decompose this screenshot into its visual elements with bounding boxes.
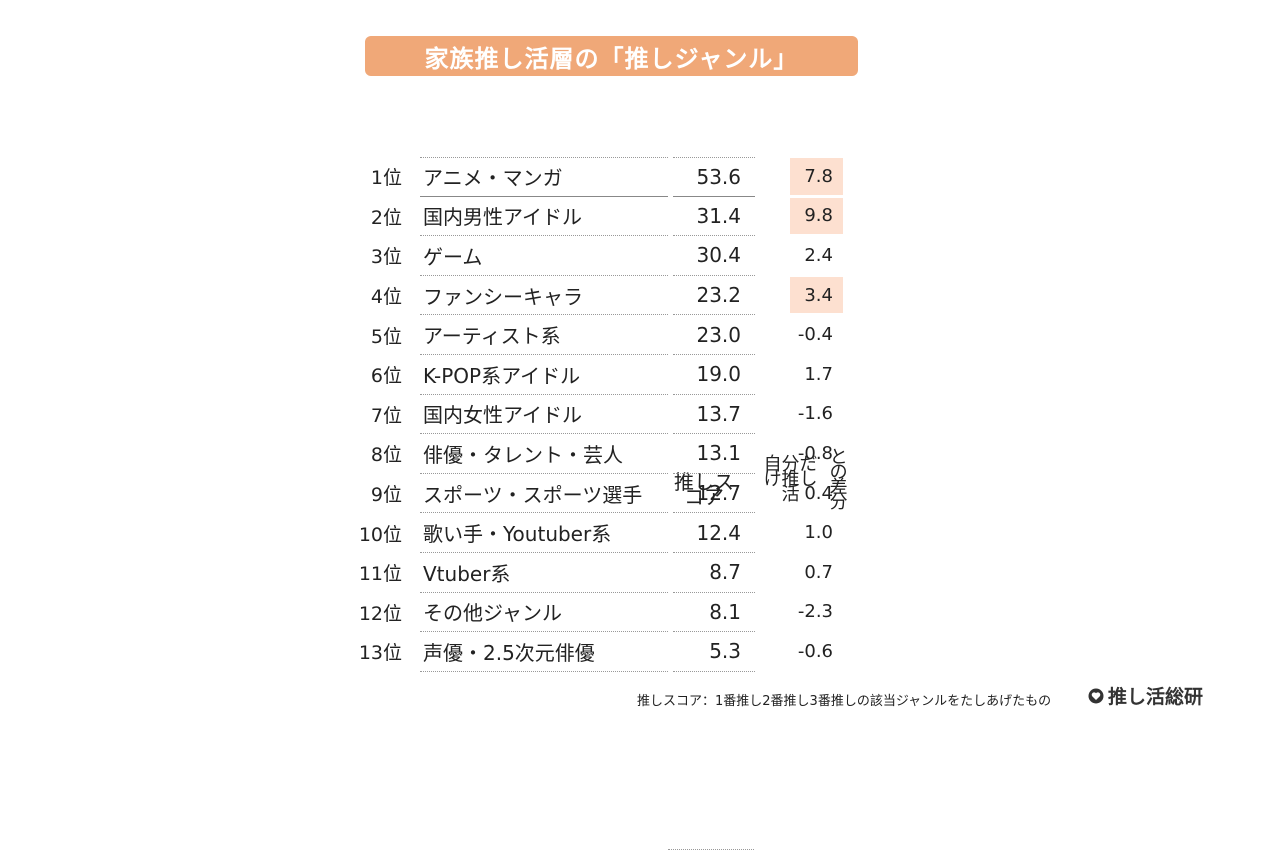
page-title: 家族推し活層の「推しジャンル」 [365,36,858,76]
diff-value: -1.6 [797,403,833,425]
diff-value: 0.4 [804,482,833,504]
rank-label: 7位 [370,404,402,427]
score-value: 23.0 [673,315,755,355]
score-column-header: 推しスコア [668,130,754,850]
diff-value: 9.8 [790,197,843,235]
table-row: 2位 国内男性アイドル 31.4 9.8 [0,197,1280,237]
logo: 推し活総研 [1088,682,1203,709]
score-value: 13.1 [673,434,755,474]
genre-label: アーティスト系 [420,315,668,355]
table-row: 6位 K-POP系アイドル 19.0 1.7 [0,355,1280,395]
diff-value: 7.8 [790,158,843,195]
table-row: 3位 ゲーム 30.4 2.4 [0,236,1280,276]
diff-value: -2.3 [797,601,833,623]
table-row: 9位 スポーツ・スポーツ選手 12.7 0.4 [0,474,1280,514]
table-row: 10位 歌い手・Youtuber系 12.4 1.0 [0,513,1280,553]
score-value: 31.4 [673,197,755,237]
genre-label: ファンシーキャラ [420,276,668,316]
heart-icon [1088,688,1104,703]
rank-label: 2位 [370,206,402,229]
rank-label: 11位 [358,563,402,586]
genre-label: ゲーム [420,236,668,276]
score-value: 53.6 [673,157,755,197]
rank-label: 8位 [370,444,402,467]
diff-value: 2.4 [804,244,833,266]
rank-label: 10位 [358,523,402,546]
rank-label: 1位 [370,167,402,190]
genre-label: 俳優・タレント・芸人 [420,434,668,474]
table-row: 1位 アニメ・マンガ 53.6 7.8 [0,157,1280,197]
rank-label: 4位 [370,286,402,309]
score-value: 12.7 [673,474,755,514]
rank-label: 9位 [370,484,402,507]
score-value: 12.4 [673,513,755,553]
genre-label: K-POP系アイドル [420,355,668,395]
rank-label: 13位 [358,642,402,665]
genre-label: 国内女性アイドル [420,395,668,435]
table-row: 5位 アーティスト系 23.0 -0.4 [0,315,1280,355]
score-value: 5.3 [673,632,755,672]
diff-value: -0.8 [797,442,833,464]
score-value: 30.4 [673,236,755,276]
diff-value: 3.4 [790,276,843,314]
table-row: 12位 その他ジャンル 8.1 -2.3 [0,593,1280,633]
genre-label: 声優・2.5次元俳優 [420,632,668,672]
diff-value: -0.4 [797,324,833,346]
genre-label: 歌い手・Youtuber系 [420,513,668,553]
rank-label: 5位 [370,325,402,348]
diff-value: 1.0 [804,522,833,544]
rank-label: 6位 [370,365,402,388]
diff-column-header: 自分だけ推し活 との差分 [763,446,848,513]
table-row: 8位 俳優・タレント・芸人 13.1 -0.8 [0,434,1280,474]
rank-label: 3位 [370,246,402,269]
score-value: 23.2 [673,276,755,316]
score-value: 19.0 [673,355,755,395]
score-value: 13.7 [673,395,755,435]
table-row: 4位 ファンシーキャラ 23.2 3.4 [0,276,1280,316]
rank-label: 12位 [358,602,402,625]
table-row: 11位 Vtuber系 8.7 0.7 [0,553,1280,593]
genre-label: その他ジャンル [420,593,668,633]
logo-text: 推し活総研 [1108,686,1204,708]
diff-value: -0.6 [797,640,833,662]
genre-label: スポーツ・スポーツ選手 [420,474,668,514]
genre-label: 国内男性アイドル [420,197,668,237]
table-row: 13位 声優・2.5次元俳優 5.3 -0.6 [0,632,1280,672]
table-row: 7位 国内女性アイドル 13.7 -1.6 [0,395,1280,435]
diff-value: 1.7 [804,363,833,385]
score-value: 8.1 [673,593,755,633]
diff-value: 0.7 [804,561,833,583]
score-value: 8.7 [673,553,755,593]
genre-label: Vtuber系 [420,553,668,593]
genre-label: アニメ・マンガ [420,157,668,197]
footnote: 推しスコア：1番推し2番推し3番推しの該当ジャンルをたしあげたもの [637,694,1052,709]
